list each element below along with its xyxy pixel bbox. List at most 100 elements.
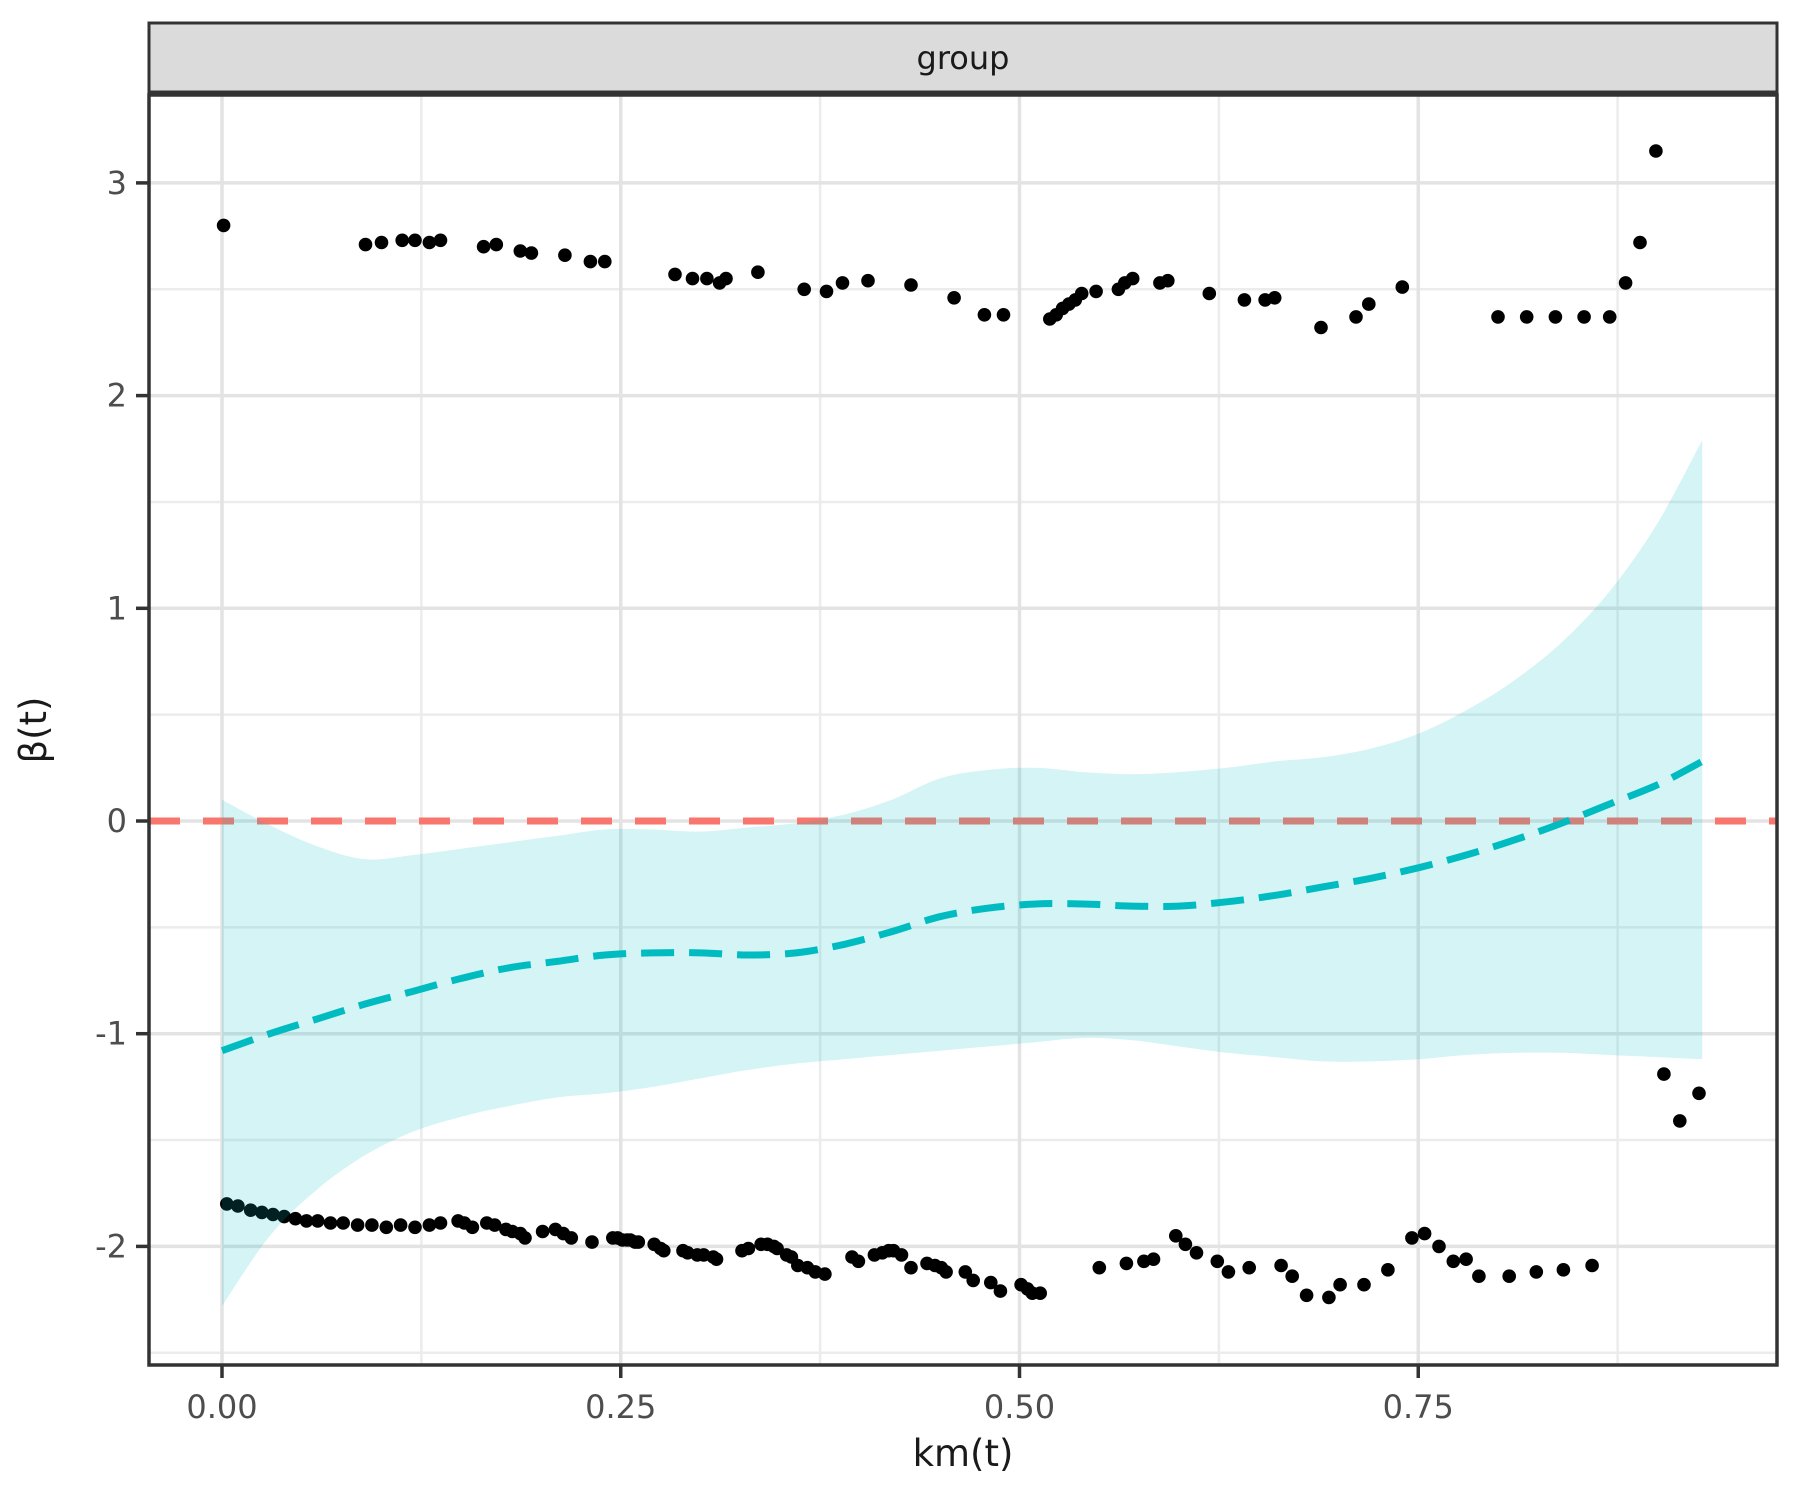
data-point xyxy=(310,1214,325,1228)
data-point xyxy=(1585,1258,1599,1273)
data-point xyxy=(1202,286,1217,301)
data-point xyxy=(668,267,682,282)
data-point xyxy=(1169,1229,1183,1243)
data-point xyxy=(1633,235,1647,250)
data-point xyxy=(1395,280,1410,294)
data-point xyxy=(1221,1265,1236,1279)
data-point xyxy=(1692,1086,1706,1101)
data-point xyxy=(947,291,961,305)
data-point xyxy=(1673,1114,1687,1128)
data-point xyxy=(288,1211,303,1226)
data-point xyxy=(1314,320,1328,335)
smooth-line-layer xyxy=(220,758,1704,1055)
data-point xyxy=(277,1209,292,1224)
y-tick-label: 2 xyxy=(107,377,127,415)
y-tick-label: 1 xyxy=(107,589,127,627)
data-point xyxy=(1089,284,1103,299)
data-point xyxy=(797,282,811,297)
data-point xyxy=(1033,1286,1047,1300)
data-point xyxy=(408,233,422,248)
data-point xyxy=(255,1205,269,1220)
data-point xyxy=(1119,1256,1134,1271)
data-point xyxy=(1092,1260,1107,1275)
data-point xyxy=(1178,1237,1193,1252)
data-point xyxy=(220,1197,234,1211)
data-point xyxy=(751,265,765,280)
data-point xyxy=(1333,1277,1347,1292)
axes-layer: 0.00 0.25 0.50 0.75 3 2 1 0 -1 -2 xyxy=(95,164,1454,1426)
data-point xyxy=(585,1235,599,1249)
data-point xyxy=(993,1284,1008,1298)
data-point xyxy=(1299,1288,1314,1303)
data-point xyxy=(266,1207,280,1222)
y-tick-label: -1 xyxy=(95,1015,127,1053)
data-point xyxy=(819,284,834,299)
data-point xyxy=(350,1218,365,1232)
data-point xyxy=(365,1218,379,1232)
data-point xyxy=(231,1199,245,1213)
data-point xyxy=(1189,1246,1204,1260)
data-point xyxy=(1577,310,1591,324)
data-point xyxy=(709,1252,724,1266)
data-point xyxy=(379,1220,394,1235)
data-point xyxy=(966,1273,980,1288)
data-point xyxy=(1357,1277,1371,1292)
data-point xyxy=(851,1254,866,1269)
data-point xyxy=(904,278,918,292)
data-point xyxy=(939,1265,953,1279)
data-point xyxy=(433,233,448,248)
data-point xyxy=(489,237,504,252)
y-tick-label: 3 xyxy=(107,164,127,202)
data-point xyxy=(741,1241,756,1256)
facet-strip-label: group xyxy=(917,39,1010,77)
data-point xyxy=(1472,1269,1486,1283)
data-point xyxy=(393,1218,408,1232)
data-point xyxy=(1417,1226,1432,1241)
grid-minor xyxy=(149,95,1777,1365)
data-point xyxy=(1210,1254,1225,1269)
data-point xyxy=(977,308,992,322)
data-point xyxy=(1529,1265,1544,1279)
data-point xyxy=(1548,310,1563,324)
data-point xyxy=(835,276,850,290)
data-point xyxy=(518,1231,532,1245)
y-tick-label: 0 xyxy=(107,802,127,840)
data-point xyxy=(996,308,1011,322)
y-axis-title: β(t) xyxy=(12,697,55,764)
data-point xyxy=(422,1218,437,1232)
facet-strip xyxy=(147,21,1779,94)
data-point xyxy=(465,1220,480,1235)
data-point xyxy=(1267,291,1282,305)
smooth-line xyxy=(220,758,1704,1055)
data-point xyxy=(1602,310,1617,324)
data-point xyxy=(1618,276,1633,290)
data-point xyxy=(1381,1263,1395,1277)
data-point xyxy=(1491,310,1505,324)
data-point xyxy=(395,233,410,248)
data-point xyxy=(336,1216,351,1230)
data-point xyxy=(422,235,437,250)
data-point xyxy=(1146,1252,1161,1266)
data-point xyxy=(216,218,231,233)
x-tick-label: 0.50 xyxy=(984,1388,1055,1426)
data-point xyxy=(894,1248,909,1262)
data-point xyxy=(1349,310,1363,324)
data-point xyxy=(1362,297,1376,311)
data-point xyxy=(524,246,539,260)
data-point xyxy=(1649,144,1663,158)
y-tick-label: -2 xyxy=(95,1227,127,1265)
data-point xyxy=(1161,273,1175,288)
data-point xyxy=(299,1214,314,1228)
data-point xyxy=(243,1203,258,1217)
data-point xyxy=(487,1218,502,1232)
data-point xyxy=(583,254,598,269)
data-point xyxy=(1459,1252,1473,1266)
panel-border xyxy=(147,93,1779,1367)
data-point xyxy=(1446,1254,1461,1269)
data-point xyxy=(719,271,733,286)
data-point xyxy=(904,1260,918,1275)
data-point xyxy=(408,1220,422,1235)
points-layer xyxy=(216,144,1706,1305)
x-axis-title: km(t) xyxy=(913,1432,1014,1475)
data-point xyxy=(358,237,373,252)
